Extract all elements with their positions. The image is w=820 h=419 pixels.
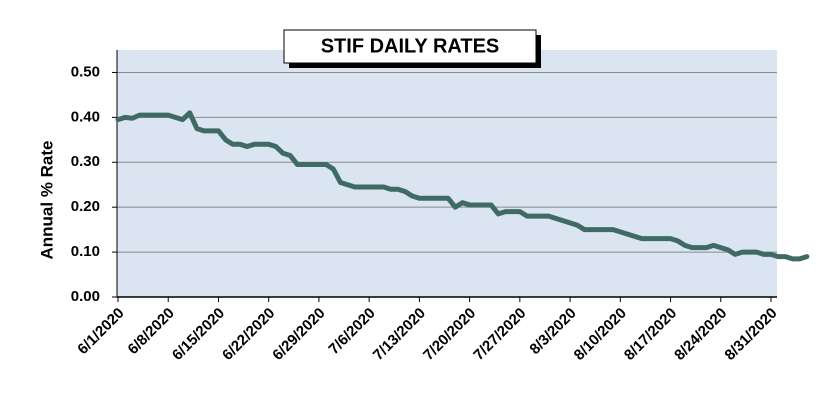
plot-area: [117, 50, 777, 297]
y-tick-label: 0.30: [71, 153, 100, 170]
x-tick-label: 6/29/2020: [269, 305, 328, 364]
title-box: [283, 29, 537, 64]
x-tick-label: 7/13/2020: [370, 305, 429, 364]
y-tick-label: 0.40: [71, 108, 100, 125]
y-tick-label: 0.50: [71, 63, 100, 80]
x-tick-label: 8/17/2020: [621, 305, 680, 364]
chart-title: STIF DAILY RATES: [321, 35, 500, 57]
x-tick-label: 6/22/2020: [219, 305, 278, 364]
y-axis-label: Annual % Rate: [37, 140, 56, 259]
y-tick-label: 0.20: [71, 198, 100, 215]
x-tick-label: 7/20/2020: [420, 305, 479, 364]
x-tick-label: 8/31/2020: [721, 305, 780, 364]
x-tick-label: 6/1/2020: [74, 305, 127, 358]
x-tick-label: 7/27/2020: [470, 305, 529, 364]
y-tick-label: 0.00: [71, 288, 100, 305]
y-tick-label: 0.10: [71, 243, 100, 260]
rate-line: [115, 110, 810, 262]
x-tick-label: 6/15/2020: [169, 305, 228, 364]
x-tick-label: 8/10/2020: [571, 305, 630, 364]
x-tick-label: 8/24/2020: [671, 305, 730, 364]
